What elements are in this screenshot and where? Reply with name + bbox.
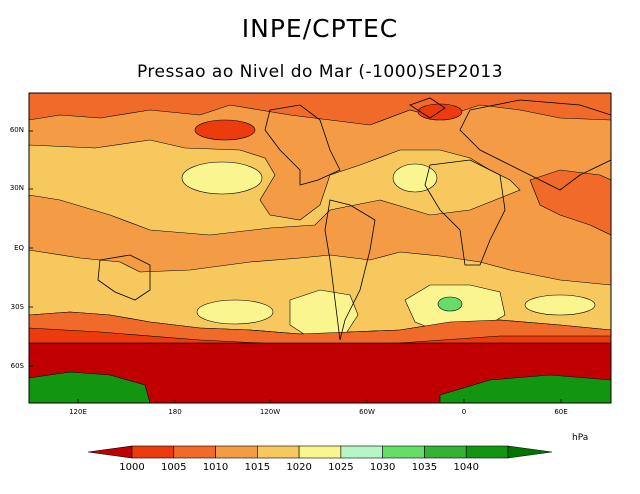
contour-1010-sh <box>29 311 611 346</box>
contour-1025-core <box>437 296 463 312</box>
colorbar-label: 1020 <box>286 462 312 473</box>
lon-label-180: 180 <box>168 408 181 416</box>
colorbar-swatch <box>298 445 342 459</box>
lon-label-60e: 60E <box>554 408 567 416</box>
colorbar-swatch <box>465 445 509 459</box>
colorbar-label: 1040 <box>453 462 479 473</box>
colorbar <box>87 445 553 459</box>
lat-label-30s: 30S <box>11 303 25 311</box>
lon-label-60w: 60W <box>359 408 375 416</box>
lon-label-120e: 120E <box>69 408 87 416</box>
contour-1005-iceland <box>417 103 463 121</box>
contour-antarctic-high-w <box>29 371 151 403</box>
contour-1015 <box>29 139 521 236</box>
lon-label-120w: 120W <box>260 408 280 416</box>
lon-label-0: 0 <box>462 408 466 416</box>
contour-1010-asia <box>529 169 611 236</box>
contour-antarctic-high-e <box>439 374 611 403</box>
figure-title: INPE/CPTEC <box>241 14 399 43</box>
colorbar-swatch <box>173 445 216 459</box>
axis-ticks <box>29 130 562 403</box>
colorbar-label: 1035 <box>411 462 438 473</box>
colorbar-swatch <box>340 445 383 459</box>
colorbar-arrow-low <box>87 445 133 459</box>
coastlines <box>97 97 611 341</box>
contour-1020-npac <box>181 161 263 195</box>
contour-1020-spac <box>289 289 359 339</box>
lat-label-60s: 60S <box>11 362 25 370</box>
lat-label-30n: 30N <box>10 184 24 192</box>
lat-label-60n: 60N <box>10 126 24 134</box>
colorbar-swatch <box>424 445 467 459</box>
colorbar-swatch <box>215 445 258 459</box>
contour-1005-aleut <box>194 119 256 141</box>
colorbar-label: 1030 <box>369 462 396 473</box>
contour-1020-natl <box>392 163 438 193</box>
lat-label-eq: EQ <box>14 244 24 252</box>
colorbar-arrow-high <box>507 445 553 459</box>
figure-subtitle: Pressao ao Nivel do Mar (-1000)SEP2013 <box>136 62 504 82</box>
colorbar-unit: hPa <box>572 433 589 443</box>
colorbar-label: 1000 <box>119 462 145 473</box>
colorbar-swatch <box>382 445 425 459</box>
colorbar-label: 1010 <box>202 462 229 473</box>
colorbar-swatch <box>257 445 300 459</box>
colorbar-swatch <box>131 445 175 459</box>
contour-1020-ind <box>524 294 596 316</box>
colorbar-label: 1015 <box>244 462 271 473</box>
colorbar-label: 1005 <box>161 462 187 473</box>
colorbar-label: 1025 <box>328 462 354 473</box>
contour-1010-nh <box>29 93 611 126</box>
contour-1020-spac-w <box>196 299 274 325</box>
